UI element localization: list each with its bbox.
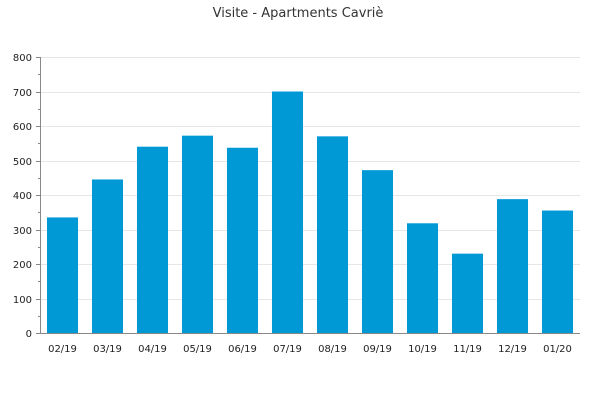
y-tick-label: 700 xyxy=(13,88,32,99)
x-tick-label: 01/20 xyxy=(543,344,572,355)
bar-03-19 xyxy=(91,179,124,333)
x-axis-ticks: 02/19 03/19 04/19 05/19 06/19 07/19 08/19 09/19… xyxy=(48,344,572,355)
x-tick-label: 09/19 xyxy=(363,344,392,355)
grid-lines xyxy=(40,57,580,300)
bar-12-19 xyxy=(496,199,529,333)
y-tick-label: 800 xyxy=(13,53,32,64)
bar-09-19 xyxy=(361,170,394,333)
x-tick-label: 07/19 xyxy=(273,344,302,355)
x-tick-label: 06/19 xyxy=(228,344,257,355)
y-tick-label: 200 xyxy=(13,260,32,271)
bar-10-19 xyxy=(406,223,439,333)
y-tick-label: 600 xyxy=(13,122,32,133)
x-tick-label: 05/19 xyxy=(183,344,212,355)
bar-05-19 xyxy=(181,135,214,333)
bar-08-19 xyxy=(316,136,349,333)
y-tick-label: 400 xyxy=(13,191,32,202)
bar-06-19 xyxy=(226,147,259,333)
bars xyxy=(46,91,574,333)
y-axis-ticks: 0 100 200 300 400 500 600 700 800 xyxy=(13,53,40,340)
y-tick-label: 300 xyxy=(13,226,32,237)
x-tick-label: 04/19 xyxy=(138,344,167,355)
x-tick-label: 02/19 xyxy=(48,344,77,355)
bar-01-20 xyxy=(541,210,574,333)
x-tick-label: 03/19 xyxy=(93,344,122,355)
bar-02-19 xyxy=(46,217,79,333)
axes xyxy=(40,57,580,334)
x-tick-label: 11/19 xyxy=(453,344,482,355)
y-tick-label: 0 xyxy=(26,329,32,340)
x-tick-label: 08/19 xyxy=(318,344,347,355)
bar-04-19 xyxy=(136,146,169,333)
x-tick-label: 10/19 xyxy=(408,344,437,355)
x-tick-label: 12/19 xyxy=(498,344,527,355)
bar-11-19 xyxy=(451,253,484,333)
chart-title: Visite - Apartments Cavriè xyxy=(213,6,384,21)
y-tick-label: 500 xyxy=(13,157,32,168)
bar-07-19 xyxy=(271,91,304,333)
y-tick-label: 100 xyxy=(13,295,32,306)
